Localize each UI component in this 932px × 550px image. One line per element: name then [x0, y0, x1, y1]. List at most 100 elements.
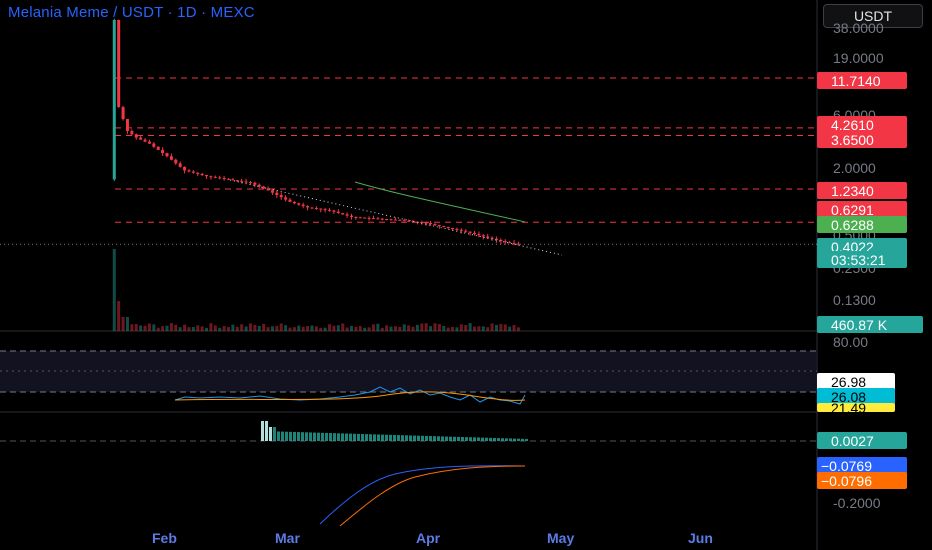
macd-histogram-bar: [325, 432, 328, 441]
volume-bar: [499, 324, 503, 331]
volume-bar: [187, 327, 191, 331]
current-price-tag: 0.4022: [817, 238, 907, 255]
moving-average-tag: 0.6288: [817, 216, 907, 233]
volume-bar: [407, 325, 411, 331]
volume-bar: [121, 317, 125, 331]
volume-bar: [398, 326, 402, 331]
candle-body: [354, 216, 358, 218]
candle-body: [332, 210, 336, 212]
candle-body: [284, 197, 288, 200]
candle-body: [411, 221, 415, 223]
volume-bar: [209, 323, 213, 331]
macd-histogram-bar: [501, 438, 504, 441]
candle-body: [257, 184, 261, 187]
volume-bar: [143, 325, 147, 331]
price-tag: 4.2610: [817, 116, 907, 133]
macd-histogram-bar: [261, 421, 264, 441]
month-label: May: [547, 530, 575, 546]
macd-histogram-bar: [365, 434, 368, 441]
volume-bar: [429, 326, 433, 331]
candle-body: [297, 203, 301, 205]
candle-body: [306, 206, 310, 208]
volume-bar: [371, 324, 375, 331]
candle-body: [152, 143, 156, 147]
macd-histogram-bar: [441, 436, 444, 441]
candle-body: [248, 182, 252, 184]
volume-bar: [231, 324, 235, 331]
candle-body: [156, 146, 160, 150]
macd-histogram-bar: [361, 434, 364, 441]
currency-button[interactable]: USDT: [823, 4, 923, 28]
volume-bar: [227, 327, 230, 331]
macd-histogram-bar: [433, 436, 436, 441]
volume-bar: [178, 327, 182, 331]
candle-body: [187, 170, 191, 172]
volume-bar: [486, 327, 490, 331]
volume-bar: [451, 326, 455, 331]
macd-histogram-bar: [293, 431, 296, 441]
candle-body: [424, 222, 428, 224]
candle-body: [292, 201, 296, 204]
macd-histogram-bar: [393, 434, 396, 441]
macd-histogram: [261, 421, 528, 441]
volume-bar: [218, 327, 222, 331]
volume-bar: [420, 323, 424, 331]
volume-bar: [253, 325, 257, 331]
candle-body: [196, 172, 200, 174]
candle-body: [385, 218, 389, 220]
macd-histogram-bar: [309, 432, 312, 441]
macd-histogram-bar: [473, 437, 476, 441]
candle-body: [227, 178, 230, 180]
volume-bar: [134, 324, 138, 331]
candle-body: [161, 149, 165, 154]
candle-body: [402, 220, 406, 222]
macd-signal-line: [339, 465, 526, 527]
volume-tag: 460.87 K: [817, 316, 923, 333]
trend-line: [229, 179, 563, 256]
macd-histogram-bar: [509, 438, 512, 441]
candle-body: [516, 243, 520, 245]
volume-bar: [205, 327, 209, 331]
macd-histogram-bar: [301, 432, 304, 441]
volume-bar: [301, 326, 305, 331]
candle-body: [437, 225, 441, 227]
volume-bar: [376, 323, 380, 331]
candle-body: [328, 209, 332, 211]
volume-bar: [262, 323, 266, 331]
volume-bar: [481, 326, 485, 331]
candle-body: [376, 218, 380, 220]
volume-bar: [363, 327, 367, 331]
macd-histogram-bar: [469, 437, 472, 441]
candle-body: [266, 188, 270, 191]
volume-bar: [446, 327, 450, 331]
volume-bar: [257, 326, 261, 331]
candle-body: [442, 226, 446, 228]
volume-bar: [380, 327, 384, 331]
candle-body: [169, 156, 173, 160]
candle-body: [270, 190, 274, 193]
macd-histogram-bar: [385, 434, 388, 441]
candle-body: [323, 209, 327, 211]
macd-histogram-bar: [341, 433, 344, 441]
candle-body: [398, 219, 402, 221]
candle-body: [446, 227, 450, 229]
volume-bar: [191, 326, 195, 331]
macd-histogram-bar: [389, 434, 392, 441]
macd-histogram-bar: [513, 438, 516, 441]
volume-bar: [389, 326, 393, 331]
volume-bar: [112, 249, 116, 331]
macd-histogram-bar: [525, 438, 528, 441]
volume-bar: [354, 326, 358, 331]
macd-histogram-bar: [269, 427, 272, 441]
volume-bar: [183, 324, 187, 331]
candle-body: [200, 173, 204, 176]
macd-histogram-bar: [265, 421, 268, 441]
macd-histogram-bar: [437, 436, 440, 441]
price-tick: 38.0000: [833, 20, 884, 36]
candle-body: [209, 176, 213, 178]
volume-bar: [196, 325, 200, 331]
volume-bar: [156, 327, 160, 331]
macd-histogram-bar: [381, 434, 384, 441]
candle-body: [508, 242, 512, 244]
